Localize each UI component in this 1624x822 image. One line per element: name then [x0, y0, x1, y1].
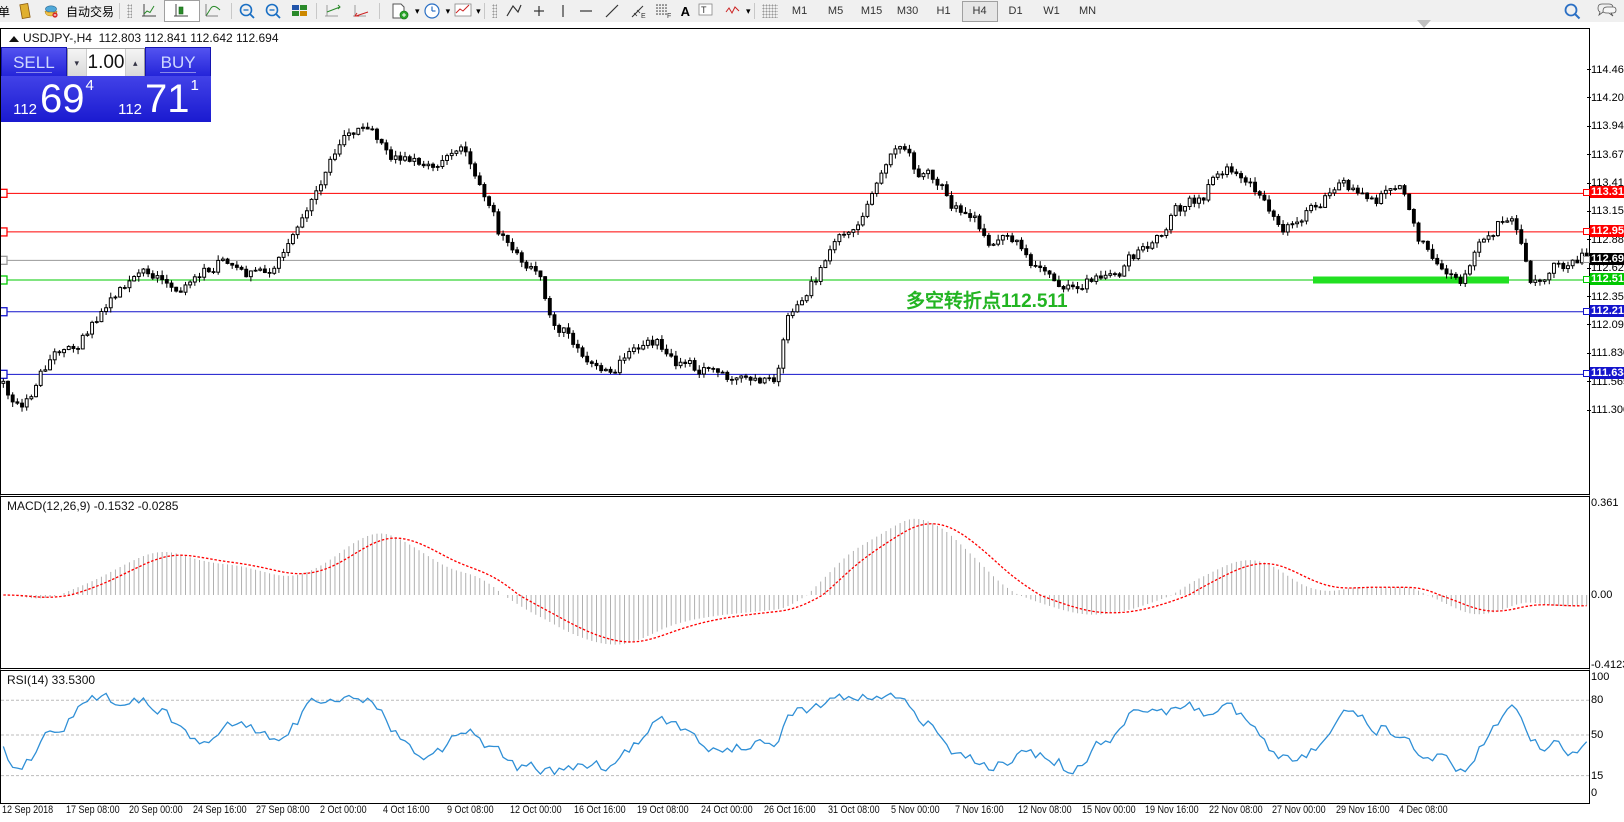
svg-text:T: T — [701, 5, 707, 15]
svg-text:E: E — [641, 13, 646, 20]
svg-text:F: F — [667, 13, 671, 20]
